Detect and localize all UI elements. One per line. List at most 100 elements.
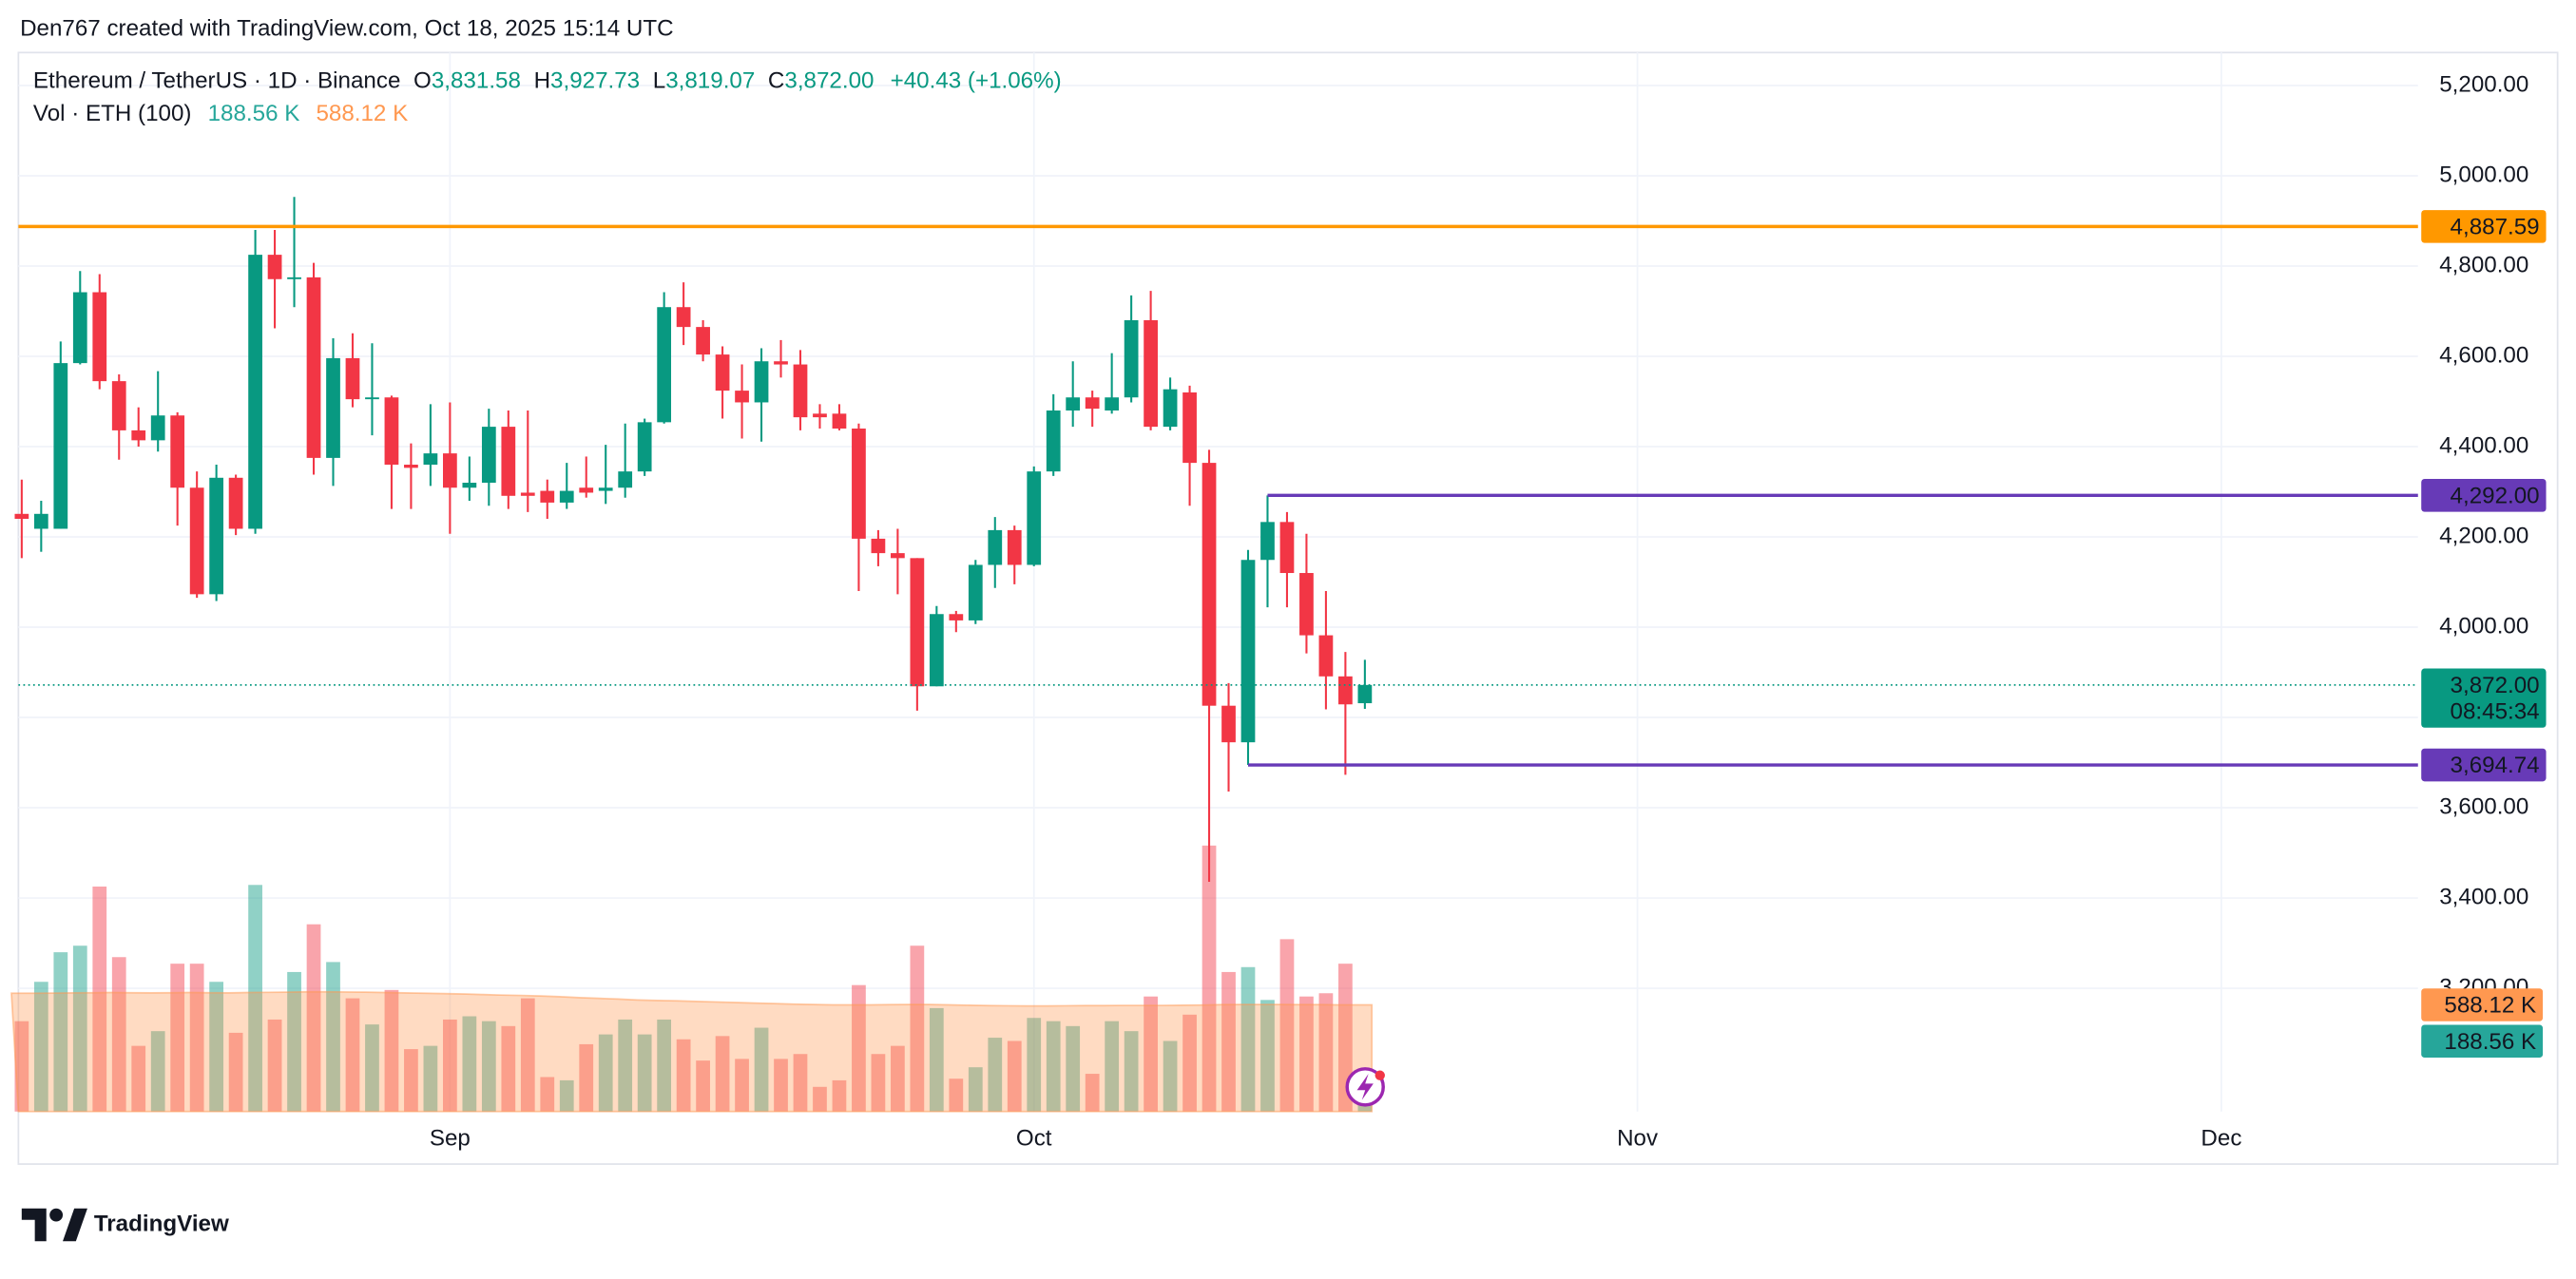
y-tick-label: 3,400.00: [2439, 884, 2528, 909]
candle-body: [1221, 705, 1236, 743]
close-value: 3,872.00: [784, 68, 874, 94]
candle-body: [189, 487, 204, 595]
volume-bar: [968, 1067, 983, 1112]
candle-body: [696, 327, 710, 355]
candle-body: [793, 364, 808, 418]
candle-body: [462, 483, 477, 488]
candle-body: [92, 292, 107, 382]
volume-ma-box: [2421, 988, 2544, 1021]
candle-body: [170, 415, 185, 488]
close-letter: C: [768, 68, 784, 94]
x-tick-label: Nov: [1617, 1126, 1658, 1152]
volume-bar: [1046, 1021, 1061, 1112]
volume-bar: [637, 1034, 652, 1112]
volume-bar: [1124, 1031, 1139, 1112]
candle-body: [910, 558, 925, 687]
attribution: Den767 created with TradingView.com, Oct…: [20, 15, 674, 41]
candle-body: [871, 538, 886, 554]
volume-bar: [1279, 939, 1295, 1112]
volume-bar: [1221, 971, 1236, 1112]
candle-body: [443, 453, 457, 488]
candle-body: [618, 471, 633, 488]
logo-slash: [63, 1208, 87, 1242]
y-tick-label: 5,000.00: [2439, 162, 2528, 187]
volume-bar: [72, 945, 87, 1112]
volume-bar: [150, 1031, 165, 1112]
y-tick-label: 4,800.00: [2439, 252, 2528, 277]
candle-body: [111, 381, 126, 430]
brand-name: TradingView: [94, 1211, 229, 1236]
volume-bar: [949, 1079, 964, 1112]
candle-body: [1338, 676, 1353, 705]
volume-bar: [676, 1039, 691, 1112]
price-label-box: [2421, 748, 2547, 782]
volume-bar: [423, 1045, 438, 1112]
volume-bar: [929, 1007, 944, 1112]
volume-bar: [813, 1086, 827, 1112]
x-tick-label: Oct: [1016, 1126, 1052, 1152]
volume-bar: [754, 1027, 769, 1112]
low-letter: L: [653, 68, 665, 94]
volume-bar: [598, 1034, 613, 1112]
candle-body: [852, 429, 866, 539]
volume-bar: [462, 1016, 477, 1112]
volume-bar: [33, 982, 48, 1112]
price-label: 3,694.74: [2451, 753, 2540, 778]
countdown-label: 08:45:34: [2451, 699, 2540, 725]
candle-body: [774, 361, 788, 365]
chart-frame: [17, 51, 2559, 1165]
volume-bar: [501, 1025, 516, 1112]
candle-body: [968, 564, 983, 620]
candle-body: [423, 453, 438, 466]
volume-bar: [209, 982, 224, 1112]
y-tick-label: 4,600.00: [2439, 342, 2528, 368]
candle-body: [1318, 635, 1334, 677]
volume-bar: [14, 1021, 29, 1112]
y-tick-label: 5,200.00: [2439, 71, 2528, 97]
volume-bar: [1105, 1021, 1120, 1112]
volume-bar: [1085, 1074, 1100, 1112]
volume-bar: [1182, 1014, 1197, 1112]
candle-body: [540, 490, 555, 503]
volume-last: 188.56 K: [208, 101, 300, 126]
volume-bar: [1201, 845, 1217, 1112]
volume-bar: [267, 1019, 282, 1112]
symbol-legend: Ethereum / TetherUS · 1D · Binance O3,83…: [33, 68, 1062, 94]
candle-body: [559, 490, 574, 503]
volume-bar: [1163, 1040, 1178, 1112]
candles: [14, 197, 1373, 882]
candle-body: [248, 255, 262, 529]
candle-body: [1299, 573, 1314, 636]
candle-body: [1279, 522, 1295, 574]
candle-body: [813, 413, 827, 418]
icon-dot: [1375, 1070, 1385, 1080]
candle-body: [1201, 463, 1217, 706]
volume-bar: [657, 1019, 672, 1112]
candle-body: [150, 415, 165, 441]
replay-icon[interactable]: [1345, 1067, 1385, 1107]
candle-body: [1046, 410, 1061, 472]
candle-body: [287, 277, 301, 279]
volume-bar: [559, 1079, 574, 1112]
volume-bar: [131, 1045, 146, 1112]
volume-ma: 588.12 K: [316, 101, 408, 126]
symbol: Ethereum / TetherUS · 1D · Binance: [33, 68, 400, 94]
price-label-box: [2421, 210, 2547, 243]
candle-body: [832, 413, 847, 430]
volume-bar: [111, 957, 126, 1112]
candle-body: [1066, 397, 1081, 411]
price-label: 4,887.59: [2451, 214, 2540, 239]
y-tick-label: 4,000.00: [2439, 613, 2528, 639]
candle-body: [929, 614, 944, 687]
candle-body: [1144, 319, 1158, 428]
volume-bar: [1240, 966, 1256, 1112]
brand: TradingView: [21, 1208, 229, 1242]
candle-body: [33, 513, 48, 529]
open-letter: O: [413, 68, 432, 94]
candle-body: [1124, 319, 1139, 398]
volume-bar: [53, 952, 68, 1112]
candle-body: [14, 513, 29, 520]
candle-body: [676, 307, 691, 328]
volume-bar: [326, 962, 340, 1112]
